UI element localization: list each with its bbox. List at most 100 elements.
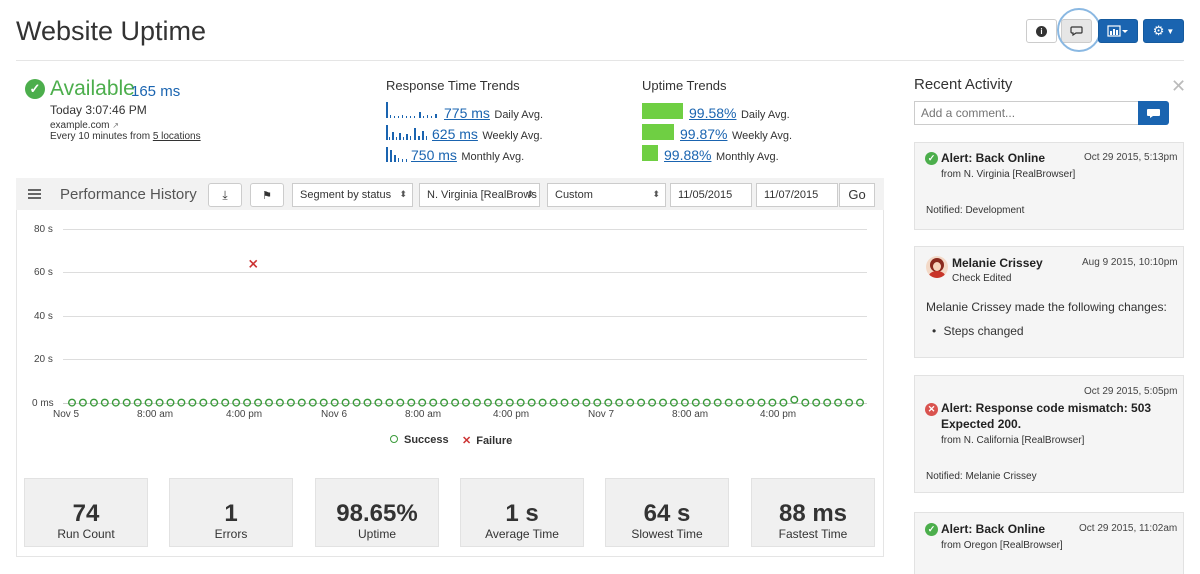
success-point[interactable] bbox=[67, 398, 76, 407]
comment-submit-button[interactable] bbox=[1138, 101, 1169, 125]
success-point[interactable] bbox=[702, 398, 711, 407]
download-button[interactable]: ⤓ bbox=[208, 183, 242, 207]
success-point[interactable] bbox=[297, 398, 306, 407]
site-link[interactable]: example.com ↗ bbox=[50, 120, 119, 131]
success-point[interactable] bbox=[352, 398, 361, 407]
success-point[interactable] bbox=[122, 398, 131, 407]
failure-point[interactable] bbox=[249, 259, 258, 268]
success-point[interactable] bbox=[549, 398, 558, 407]
success-point[interactable] bbox=[166, 398, 175, 407]
success-point[interactable] bbox=[330, 398, 339, 407]
success-point[interactable] bbox=[177, 398, 186, 407]
success-point[interactable] bbox=[615, 398, 624, 407]
success-point[interactable] bbox=[440, 398, 449, 407]
success-point[interactable] bbox=[188, 398, 197, 407]
response-weekly-value[interactable]: 625 ms bbox=[432, 126, 478, 142]
success-point[interactable] bbox=[264, 398, 273, 407]
success-point[interactable] bbox=[790, 395, 799, 404]
success-point[interactable] bbox=[78, 398, 87, 407]
success-point[interactable] bbox=[319, 398, 328, 407]
success-point[interactable] bbox=[757, 398, 766, 407]
success-point[interactable] bbox=[429, 398, 438, 407]
success-point[interactable] bbox=[494, 398, 503, 407]
location-select[interactable]: N. Virginia [RealBrows ⬍ bbox=[419, 183, 540, 207]
success-point[interactable] bbox=[385, 398, 394, 407]
range-select[interactable]: Custom ⬍ bbox=[547, 183, 666, 207]
go-button[interactable]: Go bbox=[839, 183, 875, 207]
activity-card[interactable] bbox=[914, 375, 1184, 493]
success-point[interactable] bbox=[669, 398, 678, 407]
success-point[interactable] bbox=[133, 398, 142, 407]
success-point[interactable] bbox=[626, 398, 635, 407]
success-point[interactable] bbox=[746, 398, 755, 407]
success-point[interactable] bbox=[155, 398, 164, 407]
success-point[interactable] bbox=[89, 398, 98, 407]
success-point[interactable] bbox=[407, 398, 416, 407]
success-point[interactable] bbox=[571, 398, 580, 407]
success-point[interactable] bbox=[538, 398, 547, 407]
success-point[interactable] bbox=[341, 398, 350, 407]
success-point[interactable] bbox=[221, 398, 230, 407]
success-point[interactable] bbox=[286, 398, 295, 407]
success-point[interactable] bbox=[254, 398, 263, 407]
success-point[interactable] bbox=[735, 398, 744, 407]
success-point[interactable] bbox=[363, 398, 372, 407]
success-point[interactable] bbox=[275, 398, 284, 407]
close-icon[interactable]: ✕ bbox=[1171, 76, 1187, 96]
success-point[interactable] bbox=[516, 398, 525, 407]
success-point[interactable] bbox=[680, 398, 689, 407]
flag-button[interactable]: ⚑ bbox=[250, 183, 284, 207]
success-point[interactable] bbox=[659, 398, 668, 407]
success-point[interactable] bbox=[582, 398, 591, 407]
success-point[interactable] bbox=[472, 398, 481, 407]
success-point[interactable] bbox=[232, 398, 241, 407]
comment-input[interactable] bbox=[914, 101, 1139, 125]
end-date-input[interactable]: 11/07/2015 bbox=[756, 183, 838, 207]
reports-button[interactable] bbox=[1098, 19, 1138, 43]
uptime-monthly-value[interactable]: 99.88% bbox=[664, 147, 712, 163]
settings-button[interactable]: ⚙ ▼ bbox=[1143, 19, 1184, 43]
success-point[interactable] bbox=[144, 398, 153, 407]
success-point[interactable] bbox=[243, 398, 252, 407]
success-point[interactable] bbox=[396, 398, 405, 407]
success-point[interactable] bbox=[823, 398, 832, 407]
success-point[interactable] bbox=[210, 398, 219, 407]
list-icon[interactable] bbox=[28, 189, 41, 199]
success-point[interactable] bbox=[462, 398, 471, 407]
response-daily-value[interactable]: 775 ms bbox=[444, 105, 490, 121]
success-point[interactable] bbox=[724, 398, 733, 407]
success-point[interactable] bbox=[111, 398, 120, 407]
activity-card[interactable] bbox=[914, 142, 1184, 230]
success-point[interactable] bbox=[779, 398, 788, 407]
success-point[interactable] bbox=[845, 398, 854, 407]
success-point[interactable] bbox=[451, 398, 460, 407]
success-point[interactable] bbox=[100, 398, 109, 407]
success-point[interactable] bbox=[418, 398, 427, 407]
segment-select[interactable]: Segment by status ⬍ bbox=[292, 183, 413, 207]
success-point[interactable] bbox=[483, 398, 492, 407]
success-point[interactable] bbox=[560, 398, 569, 407]
success-point[interactable] bbox=[593, 398, 602, 407]
success-point[interactable] bbox=[812, 398, 821, 407]
success-point[interactable] bbox=[308, 398, 317, 407]
success-point[interactable] bbox=[834, 398, 843, 407]
success-point[interactable] bbox=[648, 398, 657, 407]
response-monthly-value[interactable]: 750 ms bbox=[411, 147, 457, 163]
uptime-daily-value[interactable]: 99.58% bbox=[689, 105, 737, 121]
activity-card[interactable] bbox=[914, 512, 1184, 574]
uptime-weekly-value[interactable]: 99.87% bbox=[680, 126, 728, 142]
activity-card[interactable] bbox=[914, 246, 1184, 358]
success-point[interactable] bbox=[527, 398, 536, 407]
success-point[interactable] bbox=[691, 398, 700, 407]
success-point[interactable] bbox=[856, 398, 865, 407]
success-point[interactable] bbox=[199, 398, 208, 407]
info-button[interactable]: i bbox=[1026, 19, 1057, 43]
success-point[interactable] bbox=[604, 398, 613, 407]
success-point[interactable] bbox=[801, 398, 810, 407]
success-point[interactable] bbox=[374, 398, 383, 407]
success-point[interactable] bbox=[637, 398, 646, 407]
start-date-input[interactable]: 11/05/2015 bbox=[670, 183, 752, 207]
success-point[interactable] bbox=[768, 398, 777, 407]
success-point[interactable] bbox=[505, 398, 514, 407]
success-point[interactable] bbox=[713, 398, 722, 407]
